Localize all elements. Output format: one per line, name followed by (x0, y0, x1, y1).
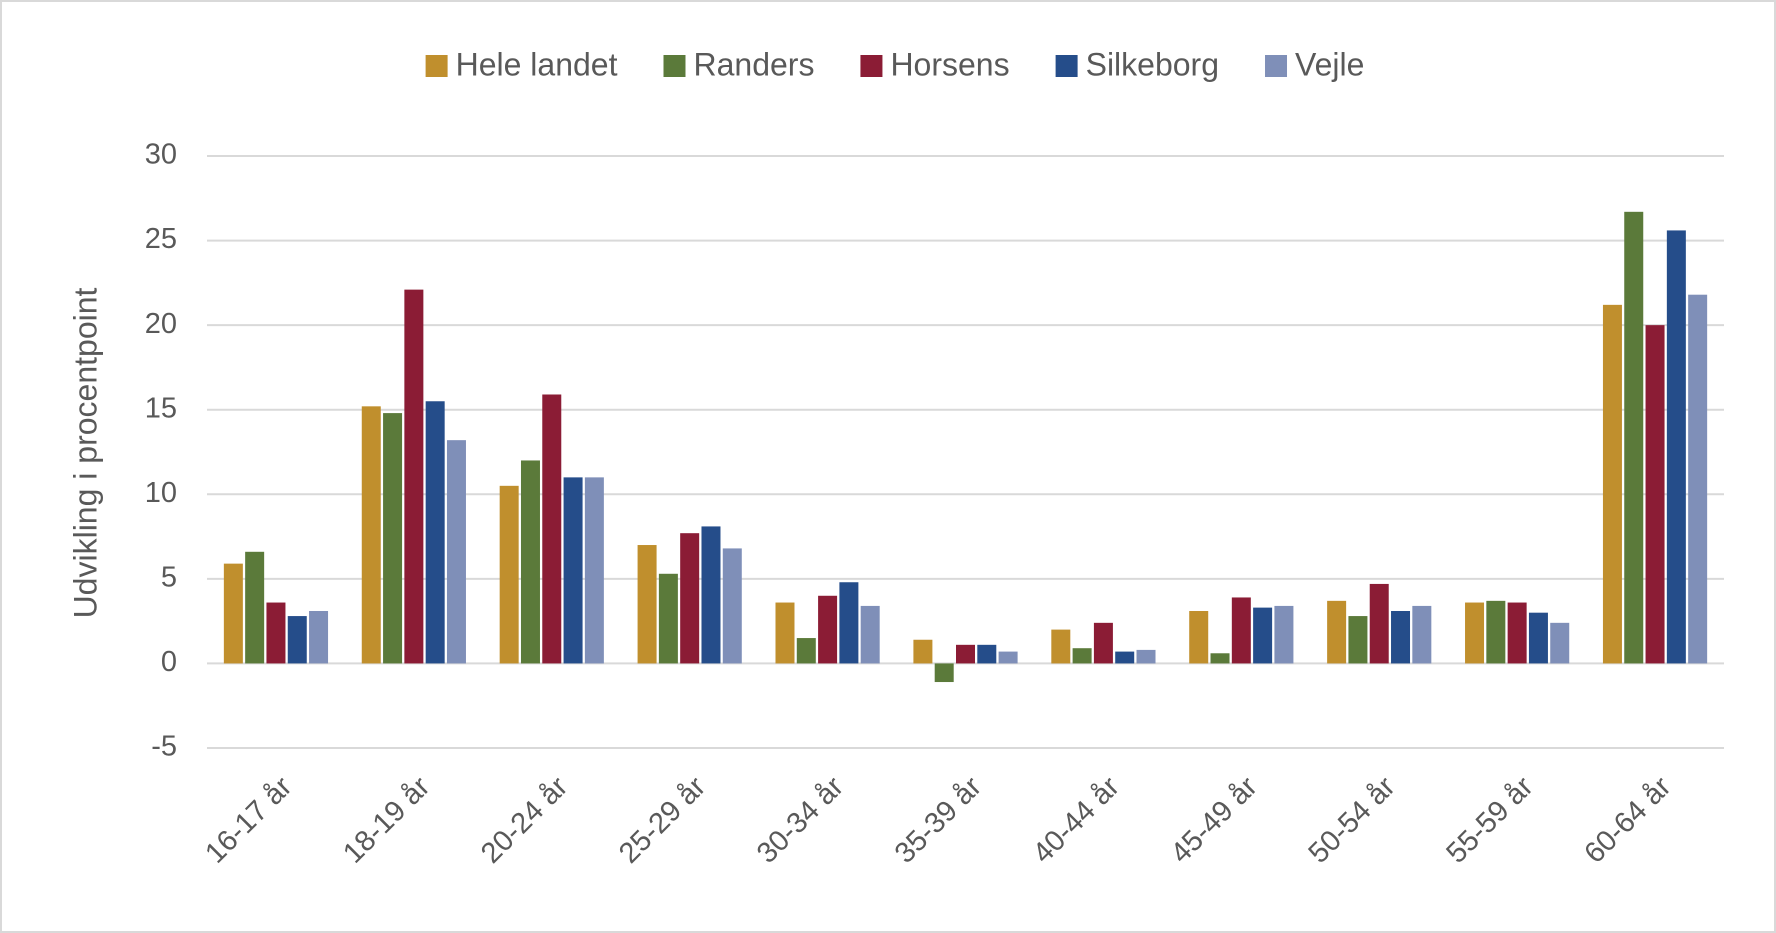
y-tick-label: 10 (145, 477, 177, 509)
bar (680, 533, 700, 664)
legend-swatch (1055, 55, 1078, 77)
bar (701, 526, 721, 664)
bar (1274, 605, 1294, 664)
bar (1645, 325, 1665, 664)
bar (584, 477, 604, 664)
bar (818, 595, 838, 664)
y-tick-label: 5 (161, 562, 177, 594)
bar (1528, 612, 1548, 664)
legend-label: Horsens (890, 46, 1009, 82)
bar (383, 413, 403, 664)
bar (998, 651, 1018, 664)
bar (1666, 230, 1686, 664)
bar (1369, 583, 1389, 664)
bar (722, 548, 742, 664)
bar (1348, 616, 1368, 664)
legend-swatch (1265, 55, 1288, 77)
bar (446, 440, 466, 664)
bar (1136, 649, 1156, 664)
bar (1072, 648, 1092, 664)
bar (1115, 651, 1135, 664)
bar (287, 616, 307, 664)
bar (1231, 597, 1251, 664)
bar (1602, 304, 1622, 664)
y-tick-label: 30 (145, 139, 177, 171)
legend-label: Hele landet (456, 46, 618, 82)
legend-swatch (425, 55, 448, 77)
bar (223, 563, 243, 664)
bar (266, 602, 286, 664)
bar (775, 602, 795, 664)
bar (499, 485, 519, 664)
bar (1051, 629, 1071, 664)
bar (361, 406, 381, 664)
legend-swatch (860, 55, 883, 77)
bar (839, 582, 859, 664)
bar (1412, 605, 1432, 664)
bar (563, 477, 583, 664)
bar (425, 401, 445, 664)
bar (658, 573, 678, 664)
y-tick-label: -5 (151, 731, 177, 763)
y-tick-label: 20 (145, 308, 177, 340)
bar (1465, 602, 1485, 664)
bar (309, 610, 329, 664)
legend-label: Vejle (1295, 46, 1364, 82)
bar (1688, 294, 1708, 664)
y-tick-label: 15 (145, 392, 177, 424)
legend-label: Randers (693, 46, 814, 82)
y-axis-label: Udvikling i procentpoint (67, 287, 103, 618)
bar (1189, 610, 1209, 664)
legend-label: Silkeborg (1086, 46, 1219, 82)
legend-swatch (663, 55, 686, 77)
y-tick-label: 0 (161, 646, 177, 678)
bar (637, 545, 657, 664)
bar (1253, 607, 1273, 664)
bar (1486, 600, 1506, 664)
bar (977, 644, 997, 664)
bar (1327, 600, 1347, 664)
bar (404, 289, 424, 664)
y-tick-label: 25 (145, 223, 177, 255)
bar (245, 551, 265, 664)
bar (542, 394, 562, 664)
bar (1210, 653, 1230, 664)
bar (796, 638, 816, 664)
bar (520, 460, 540, 664)
bar (913, 639, 933, 664)
bar (1391, 610, 1411, 664)
bar (1624, 211, 1644, 664)
bar (1093, 622, 1113, 664)
bar (934, 663, 954, 683)
bar (860, 605, 880, 664)
bar (956, 644, 975, 664)
bar (1507, 602, 1527, 664)
bar (1550, 622, 1570, 664)
